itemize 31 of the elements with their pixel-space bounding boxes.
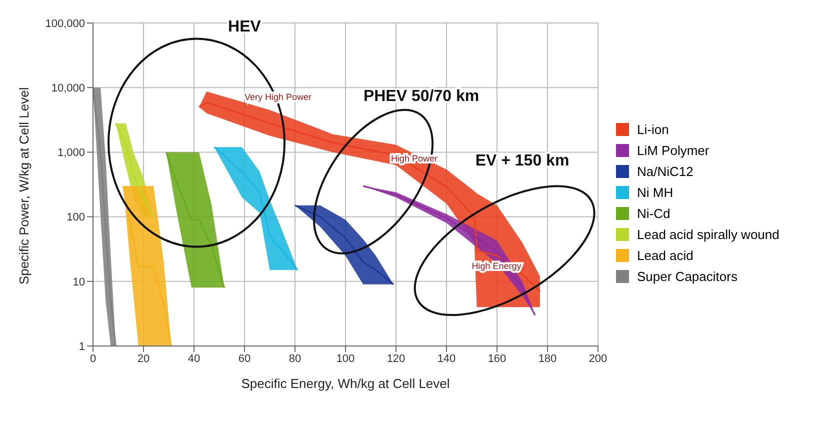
y-axis-title: Specific Power, W/kg at Cell Level <box>16 87 32 284</box>
y-tick-label: 100,000 <box>45 18 85 30</box>
x-tick-label: 20 <box>137 352 150 365</box>
y-tick-label: 10 <box>72 276 85 288</box>
legend-label: Super Capacitors <box>637 269 738 284</box>
x-tick-label: 60 <box>238 352 251 365</box>
legend-label: Li-ion <box>637 122 669 137</box>
annotation: EV + 150 km <box>475 152 570 170</box>
y-tick-label: 1,000 <box>57 147 85 160</box>
x-tick-label: 160 <box>488 352 506 365</box>
legend-label: Ni MH <box>637 185 674 200</box>
x-tick-label: 0 <box>90 352 96 365</box>
legend-label: Ni-Cd <box>637 206 670 221</box>
x-tick-label: 200 <box>588 352 608 365</box>
x-tick-label: 180 <box>538 352 557 365</box>
x-tick-label: 100 <box>336 352 355 365</box>
x-tick-label: 140 <box>437 352 456 365</box>
legend-label: Na/NiC12 <box>637 164 694 179</box>
legend-label: Lead acid <box>637 248 694 263</box>
legend-label: LiM Polymer <box>637 143 710 158</box>
y-tick-label: 10,000 <box>51 82 85 95</box>
y-tick-label: 1 <box>78 340 85 353</box>
x-tick-label: 40 <box>188 352 200 365</box>
annotation: HEV <box>228 18 262 36</box>
x-tick-label: 120 <box>386 352 406 365</box>
annotation: High Power <box>390 154 438 164</box>
annotation: PHEV 50/70 km <box>363 88 480 105</box>
x-axis-title: Specific Energy, Wh/kg at Cell Level <box>241 376 450 391</box>
legend-label: Lead acid spirally wound <box>637 227 780 242</box>
x-tick-label: 80 <box>288 352 302 365</box>
y-tick-label: 100 <box>66 212 85 224</box>
